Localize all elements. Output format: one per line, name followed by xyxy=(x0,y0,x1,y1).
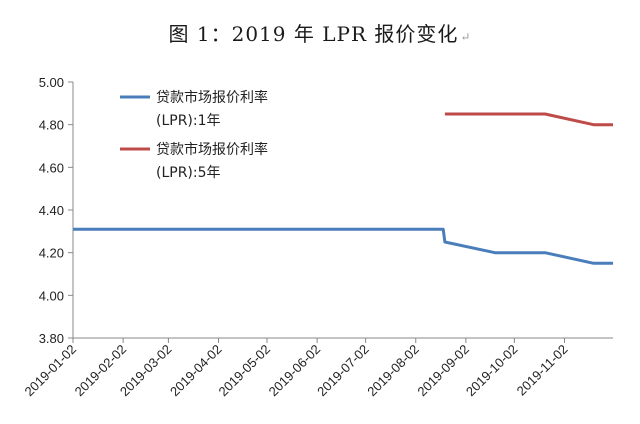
y-tick-label: 4.60 xyxy=(39,160,64,175)
y-tick-label: 4.40 xyxy=(39,203,64,218)
x-tick-label: 2019-08-02 xyxy=(364,342,422,400)
x-tick-label: 2019-09-02 xyxy=(414,342,472,400)
legend-label: 贷款市场报价利率 xyxy=(156,141,268,158)
legend-label: (LPR):5年 xyxy=(156,165,221,181)
legend-label: 贷款市场报价利率 xyxy=(156,89,268,106)
chart-title-text: 图 1：2019 年 LPR 报价变化 xyxy=(168,22,459,46)
x-tick-label: 2019-07-02 xyxy=(314,342,372,400)
y-tick-label: 3.80 xyxy=(39,331,64,346)
x-tick-label: 2019-05-02 xyxy=(216,342,274,400)
x-tick-label: 2019-01-02 xyxy=(21,342,79,400)
y-tick-label: 4.00 xyxy=(39,288,64,303)
y-tick-label: 4.80 xyxy=(39,118,64,133)
x-tick-label: 2019-10-02 xyxy=(463,342,521,400)
series-line-1y xyxy=(73,227,613,265)
legend-label: (LPR):1年 xyxy=(156,113,221,129)
chart-axes xyxy=(72,82,613,339)
y-tick-label: 5.00 xyxy=(39,75,64,90)
y-tick-label: 4.20 xyxy=(39,246,64,261)
chart-title: 图 1：2019 年 LPR 报价变化 ↵ xyxy=(0,18,640,47)
return-mark-icon: ↵ xyxy=(460,30,472,44)
series-line-5y xyxy=(444,112,613,127)
y-axis-ticks: 5.00 4.80 4.60 4.40 4.20 4.00 3.80 xyxy=(39,75,73,346)
x-tick-label: 2019-04-02 xyxy=(167,342,225,400)
x-axis-ticks: 2019-01-022019-02-022019-03-022019-04-02… xyxy=(21,338,571,400)
x-tick-label: 2019-11-02 xyxy=(514,342,571,399)
x-tick-label: 2019-06-02 xyxy=(266,342,324,400)
series-lines xyxy=(73,112,613,265)
